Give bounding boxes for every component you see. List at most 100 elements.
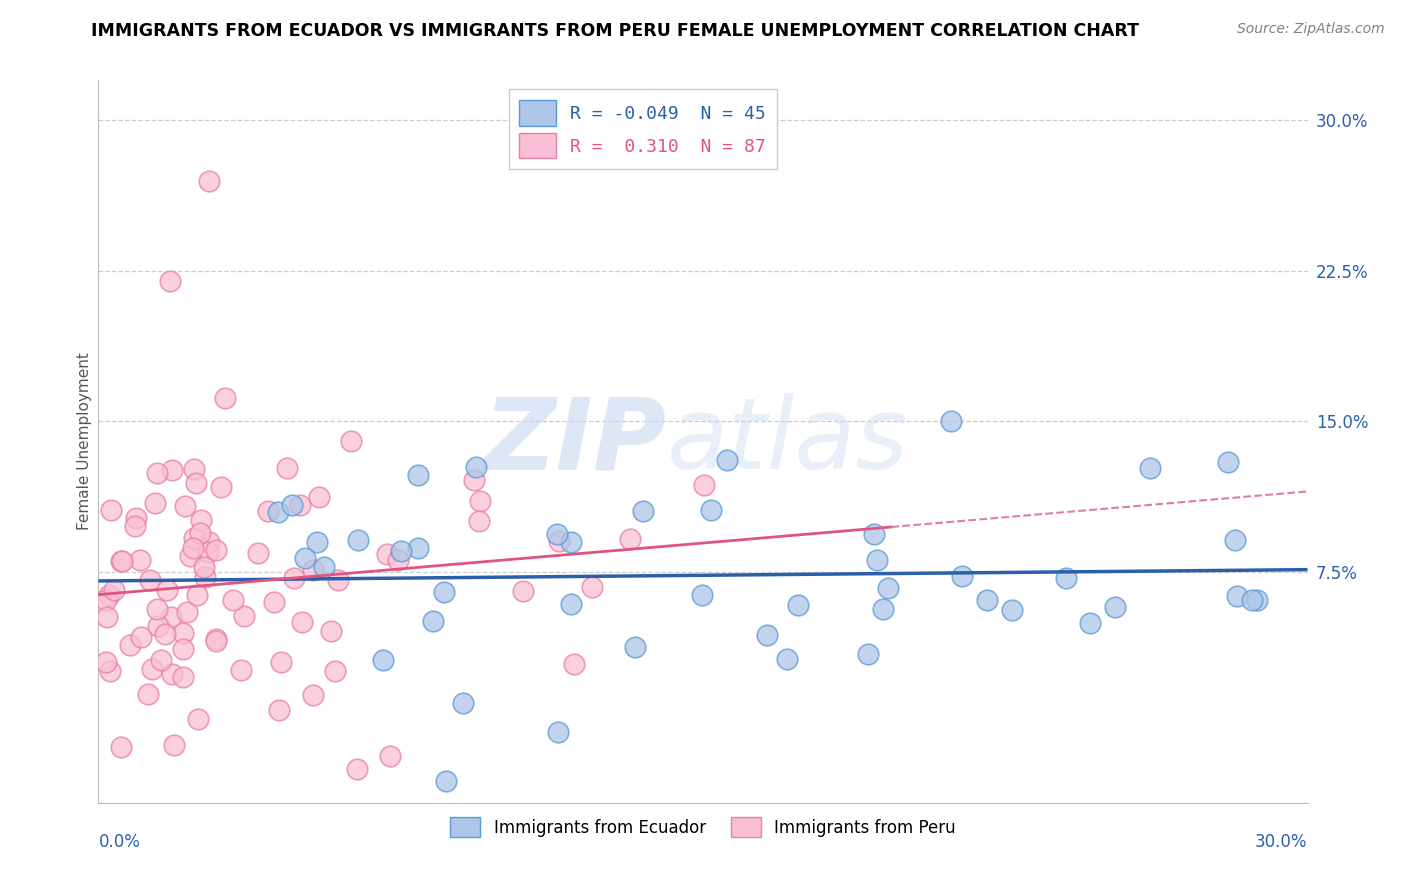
Point xyxy=(205,543,228,558)
Point xyxy=(276,461,298,475)
Point xyxy=(328,573,350,587)
Text: IMMIGRANTS FROM ECUADOR VS IMMIGRANTS FROM PERU FEMALE UNEMPLOYMENT CORRELATION : IMMIGRANTS FROM ECUADOR VS IMMIGRANTS FR… xyxy=(91,22,1139,40)
Point xyxy=(257,504,280,518)
Point xyxy=(371,653,394,667)
Point xyxy=(1078,615,1101,630)
Point xyxy=(263,595,285,609)
Point xyxy=(302,563,325,577)
Point xyxy=(319,624,342,638)
Point xyxy=(160,667,183,681)
Point xyxy=(103,582,125,597)
Point xyxy=(110,740,132,755)
Point xyxy=(179,549,201,563)
Point xyxy=(194,570,217,584)
Text: 30.0%: 30.0% xyxy=(1256,833,1308,851)
Point xyxy=(856,647,879,661)
Point xyxy=(451,696,474,710)
Point xyxy=(346,762,368,776)
Point xyxy=(197,535,219,549)
Point xyxy=(143,496,166,510)
Point xyxy=(98,587,121,601)
Point xyxy=(308,490,330,504)
Point xyxy=(270,655,292,669)
Point xyxy=(156,582,179,597)
Legend: Immigrants from Ecuador, Immigrants from Peru: Immigrants from Ecuador, Immigrants from… xyxy=(441,809,965,845)
Point xyxy=(939,414,962,429)
Point xyxy=(96,610,118,624)
Point xyxy=(118,638,141,652)
Point xyxy=(205,632,228,646)
Point xyxy=(125,510,148,524)
Point xyxy=(172,670,194,684)
Point xyxy=(716,452,738,467)
Point xyxy=(1000,603,1022,617)
Point xyxy=(1241,592,1264,607)
Point xyxy=(159,610,181,624)
Point xyxy=(323,664,346,678)
Point xyxy=(547,534,569,549)
Point xyxy=(699,503,721,517)
Point xyxy=(562,657,585,672)
Point xyxy=(468,494,491,508)
Point xyxy=(786,598,808,612)
Point xyxy=(950,568,973,582)
Point xyxy=(233,609,256,624)
Point xyxy=(631,504,654,518)
Point xyxy=(1246,592,1268,607)
Point xyxy=(776,652,799,666)
Point xyxy=(467,514,489,528)
Point xyxy=(406,541,429,555)
Text: 0.0%: 0.0% xyxy=(98,833,141,851)
Point xyxy=(188,525,211,540)
Point xyxy=(146,466,169,480)
Point xyxy=(560,597,582,611)
Point xyxy=(190,513,212,527)
Point xyxy=(463,473,485,487)
Point xyxy=(281,498,304,512)
Point xyxy=(129,553,152,567)
Point xyxy=(163,738,186,752)
Point xyxy=(546,526,568,541)
Point xyxy=(340,434,363,449)
Point xyxy=(690,588,713,602)
Point xyxy=(433,585,456,599)
Point xyxy=(581,581,603,595)
Point xyxy=(96,593,118,607)
Point xyxy=(149,653,172,667)
Point xyxy=(186,588,208,602)
Point xyxy=(138,573,160,587)
Point xyxy=(434,774,457,789)
Point xyxy=(193,560,215,574)
Point xyxy=(1226,589,1249,603)
Point xyxy=(619,533,641,547)
Point xyxy=(865,553,887,567)
Point xyxy=(464,459,486,474)
Point xyxy=(1139,460,1161,475)
Point xyxy=(124,518,146,533)
Point xyxy=(406,468,429,483)
Point xyxy=(380,748,402,763)
Point xyxy=(172,626,194,640)
Point xyxy=(1104,599,1126,614)
Point xyxy=(172,641,194,656)
Point xyxy=(197,545,219,559)
Point xyxy=(876,581,898,595)
Text: ZIP: ZIP xyxy=(484,393,666,490)
Point xyxy=(129,630,152,644)
Point xyxy=(267,505,290,519)
Point xyxy=(1223,533,1246,548)
Point xyxy=(692,477,714,491)
Point xyxy=(174,499,197,513)
Point xyxy=(198,173,221,187)
Point xyxy=(181,541,204,556)
Point xyxy=(291,615,314,629)
Point xyxy=(141,662,163,676)
Point xyxy=(148,619,170,633)
Point xyxy=(346,533,368,548)
Point xyxy=(301,689,323,703)
Point xyxy=(283,571,305,585)
Point xyxy=(863,526,886,541)
Point xyxy=(512,584,534,599)
Point xyxy=(1054,571,1077,585)
Point xyxy=(288,498,311,512)
